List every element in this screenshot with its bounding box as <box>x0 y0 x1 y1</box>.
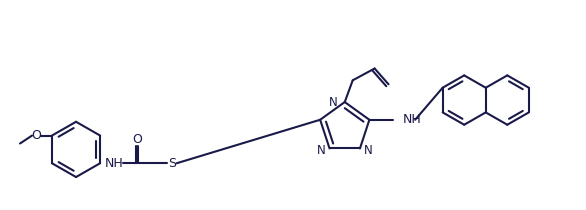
Text: N: N <box>329 96 338 109</box>
Text: NH: NH <box>105 157 124 170</box>
Text: O: O <box>31 129 41 142</box>
Text: O: O <box>132 133 142 146</box>
Text: NH: NH <box>403 113 422 126</box>
Text: N: N <box>364 144 373 157</box>
Text: S: S <box>168 157 176 170</box>
Text: N: N <box>317 144 326 157</box>
